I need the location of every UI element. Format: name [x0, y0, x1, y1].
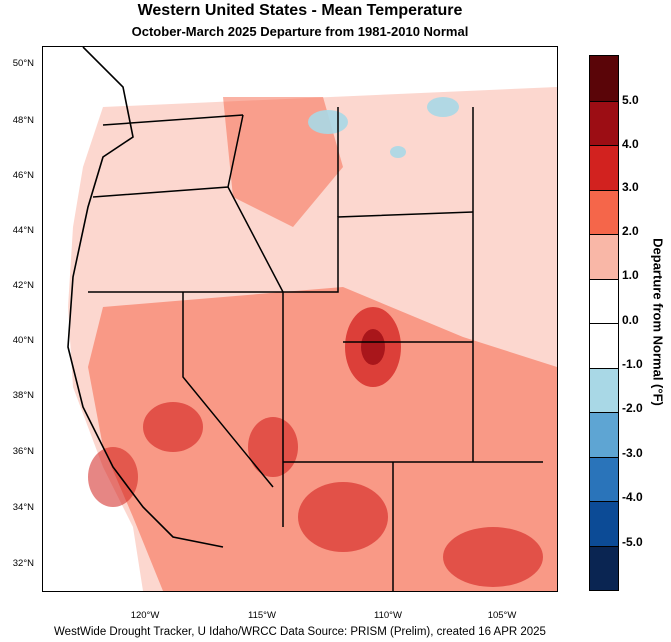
legend-label: 2.0: [622, 224, 639, 238]
latitude-label: 34°N: [12, 502, 34, 513]
longitude-label: 115°W: [248, 610, 276, 621]
latitude-label: 44°N: [12, 225, 34, 236]
legend-swatch: [590, 545, 618, 590]
latitude-label: 32°N: [12, 558, 34, 569]
legend-label: 3.0: [622, 180, 639, 194]
color-legend-bar: [589, 55, 619, 591]
anomaly-region-moderate: [88, 287, 557, 591]
legend-label: -3.0: [622, 446, 643, 460]
anomaly-patch-cool: [390, 146, 406, 158]
map-title: Western United States - Mean Temperature: [137, 2, 463, 19]
legend-swatch: [590, 367, 618, 412]
latitude-label: 46°N: [12, 170, 34, 181]
legend-swatch: [590, 501, 618, 546]
coastline: [67, 47, 224, 548]
boundary-wa-or: [102, 114, 244, 126]
longitude-label: 120°W: [130, 610, 160, 621]
boundary-id-nv: [227, 186, 284, 293]
legend-swatch: [590, 278, 618, 323]
legend-label: 5.0: [622, 93, 639, 107]
latitude-label: 42°N: [12, 280, 34, 291]
legend-swatch: [590, 189, 618, 234]
latitude-label: 50°N: [12, 58, 34, 69]
anomaly-patch-cool: [308, 110, 348, 134]
boundary-ut-wy: [283, 211, 474, 293]
legend-label: -2.0: [622, 401, 643, 415]
anomaly-patch-very-strong: [361, 329, 385, 365]
legend-label: -4.0: [622, 490, 643, 504]
legend-swatch: [590, 234, 618, 279]
anomaly-patch-cool: [427, 97, 459, 117]
latitude-label: 48°N: [12, 115, 34, 126]
source-credit: WestWide Drought Tracker, U Idaho/WRCC D…: [54, 626, 546, 638]
legend-label: 0.0: [622, 313, 639, 327]
legend-swatch: [590, 412, 618, 457]
latitude-label: 36°N: [12, 446, 34, 457]
legend-label: 1.0: [622, 268, 639, 282]
legend-label: 4.0: [622, 137, 639, 151]
longitude-label: 110°W: [374, 610, 402, 621]
legend-swatch: [590, 100, 618, 145]
map-frame: [42, 46, 558, 592]
legend-title: Departure from Normal (°F): [650, 238, 666, 406]
anomaly-patch-strong: [143, 402, 203, 452]
boundary-nv-ca: [182, 292, 274, 488]
state-boundaries: [88, 107, 543, 591]
anomaly-patch-strong: [443, 527, 543, 587]
anomaly-patch-strong: [248, 417, 298, 477]
legend-swatch: [590, 56, 618, 101]
longitude-label: 105°W: [487, 610, 517, 621]
anomaly-patch-strong: [88, 447, 138, 507]
legend-swatch: [590, 145, 618, 190]
legend-label: -5.0: [622, 535, 643, 549]
latitude-label: 38°N: [12, 390, 34, 401]
temperature-anomaly-map: [43, 47, 557, 591]
legend-swatch: [590, 456, 618, 501]
legend-label: -1.0: [622, 357, 643, 371]
anomaly-patch-strong: [298, 482, 388, 552]
latitude-label: 40°N: [12, 335, 34, 346]
map-subtitle: October-March 2025 Departure from 1981-2…: [131, 24, 469, 39]
legend-swatch: [590, 323, 618, 368]
